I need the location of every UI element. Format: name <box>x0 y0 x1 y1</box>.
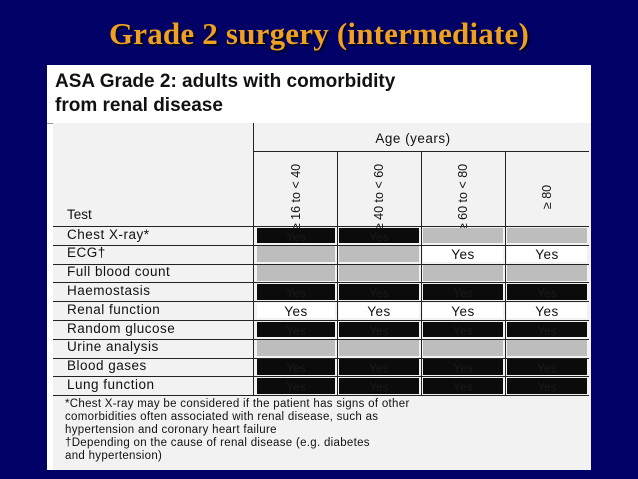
slide-title: Grade 2 surgery (intermediate) <box>108 16 530 51</box>
table-cell <box>423 340 503 357</box>
table-divider <box>53 301 589 303</box>
table-cell: Yes <box>257 302 335 319</box>
table-cell: Yes <box>257 227 335 244</box>
test-row-label: ECG† <box>67 245 106 261</box>
test-row-label: Urine analysis <box>67 339 159 355</box>
age-column-label: ≥ 16 to < 40 <box>288 163 303 231</box>
table-divider <box>421 151 422 396</box>
table-cell: Yes <box>257 377 335 394</box>
age-column-header: ≥ 40 to < 60 <box>337 163 421 231</box>
test-header: Test <box>67 207 92 222</box>
table-cell: Yes <box>507 321 587 338</box>
age-column-header: ≥ 80 <box>505 167 589 227</box>
panel-header-line1: ASA Grade 2: adults with comorbidity <box>55 71 396 92</box>
test-row-label: Chest X-ray* <box>67 226 150 242</box>
age-header: Age (years) <box>375 131 451 146</box>
table-cell: Yes <box>339 359 419 375</box>
footnote-line: and hypertension) <box>65 450 163 463</box>
test-row-label: Renal function <box>67 301 161 317</box>
table-cell: Yes <box>257 283 335 300</box>
table-cell: Yes <box>257 359 335 375</box>
footnote-line: hypertension and coronary heart failure <box>65 424 277 437</box>
table-cell: Yes <box>423 321 503 338</box>
panel-header: ASA Grade 2: adults with comorbidity fro… <box>47 65 591 124</box>
table-cell <box>257 246 335 263</box>
test-row-label: Random glucose <box>67 320 176 336</box>
table-divider <box>337 151 338 396</box>
age-column-label: ≥ 60 to < 80 <box>455 163 470 231</box>
table-divider <box>53 395 589 397</box>
table-cell <box>507 340 587 357</box>
table-cell: Yes <box>339 302 419 319</box>
table-cell <box>257 340 335 357</box>
table-divider <box>53 263 589 265</box>
table-cell: Yes <box>423 302 503 319</box>
table-cell: Yes <box>507 302 587 319</box>
table-cell: Yes <box>507 246 587 262</box>
table-cell: Yes <box>507 283 587 300</box>
footnote: *Chest X-ray may be considered if the pa… <box>65 398 575 463</box>
table-divider <box>505 151 506 396</box>
table-cell: Yes <box>339 321 419 338</box>
table-cell: Yes <box>339 283 419 300</box>
table-cell <box>339 340 419 357</box>
table-cell: Yes <box>507 377 587 394</box>
test-row-label: Blood gases <box>67 358 147 374</box>
table-divider <box>53 357 589 359</box>
age-column-label: ≥ 40 to < 60 <box>371 163 386 231</box>
test-row-label: Full blood count <box>67 264 171 280</box>
table-cell: Yes <box>507 359 587 375</box>
table-cell: Yes <box>339 377 419 394</box>
table-divider <box>53 244 589 246</box>
table-cell <box>339 246 419 263</box>
table-cell: Yes <box>423 283 503 300</box>
table-cell: Yes <box>423 246 503 262</box>
panel-header-line2: from renal disease <box>55 95 223 116</box>
test-row-label: Lung function <box>67 376 155 392</box>
footnote-line: †Depending on the cause of renal disease… <box>65 437 370 450</box>
table-cell <box>507 227 587 244</box>
table-cell: Yes <box>339 227 419 244</box>
footnote-line: *Chest X-ray may be considered if the pa… <box>65 398 410 411</box>
table-divider <box>53 338 589 340</box>
age-column-header: ≥ 16 to < 40 <box>255 163 337 231</box>
table-cell: Yes <box>257 321 335 338</box>
table-cell <box>423 227 503 244</box>
table-cell <box>339 265 419 281</box>
age-column-label: ≥ 80 <box>540 184 554 210</box>
table-cell <box>423 265 503 281</box>
table-divider <box>53 320 589 321</box>
test-table: Age (years) Test ≥ 16 to < 40 ≥ 40 to < 6… <box>53 123 591 470</box>
table-divider <box>53 226 589 227</box>
table-cell <box>507 265 587 281</box>
test-row-label: Haemostasis <box>67 282 151 298</box>
age-column-header: ≥ 60 to < 80 <box>421 163 505 231</box>
table-divider <box>253 123 254 396</box>
asa-table-panel: ASA Grade 2: adults with comorbidity fro… <box>47 65 591 470</box>
table-cell: Yes <box>423 377 503 394</box>
table-divider <box>53 282 589 284</box>
table-cell <box>257 265 335 281</box>
table-divider <box>53 376 589 378</box>
footnote-line: comorbidities often associated with rena… <box>65 411 379 424</box>
table-cell: Yes <box>423 359 503 375</box>
